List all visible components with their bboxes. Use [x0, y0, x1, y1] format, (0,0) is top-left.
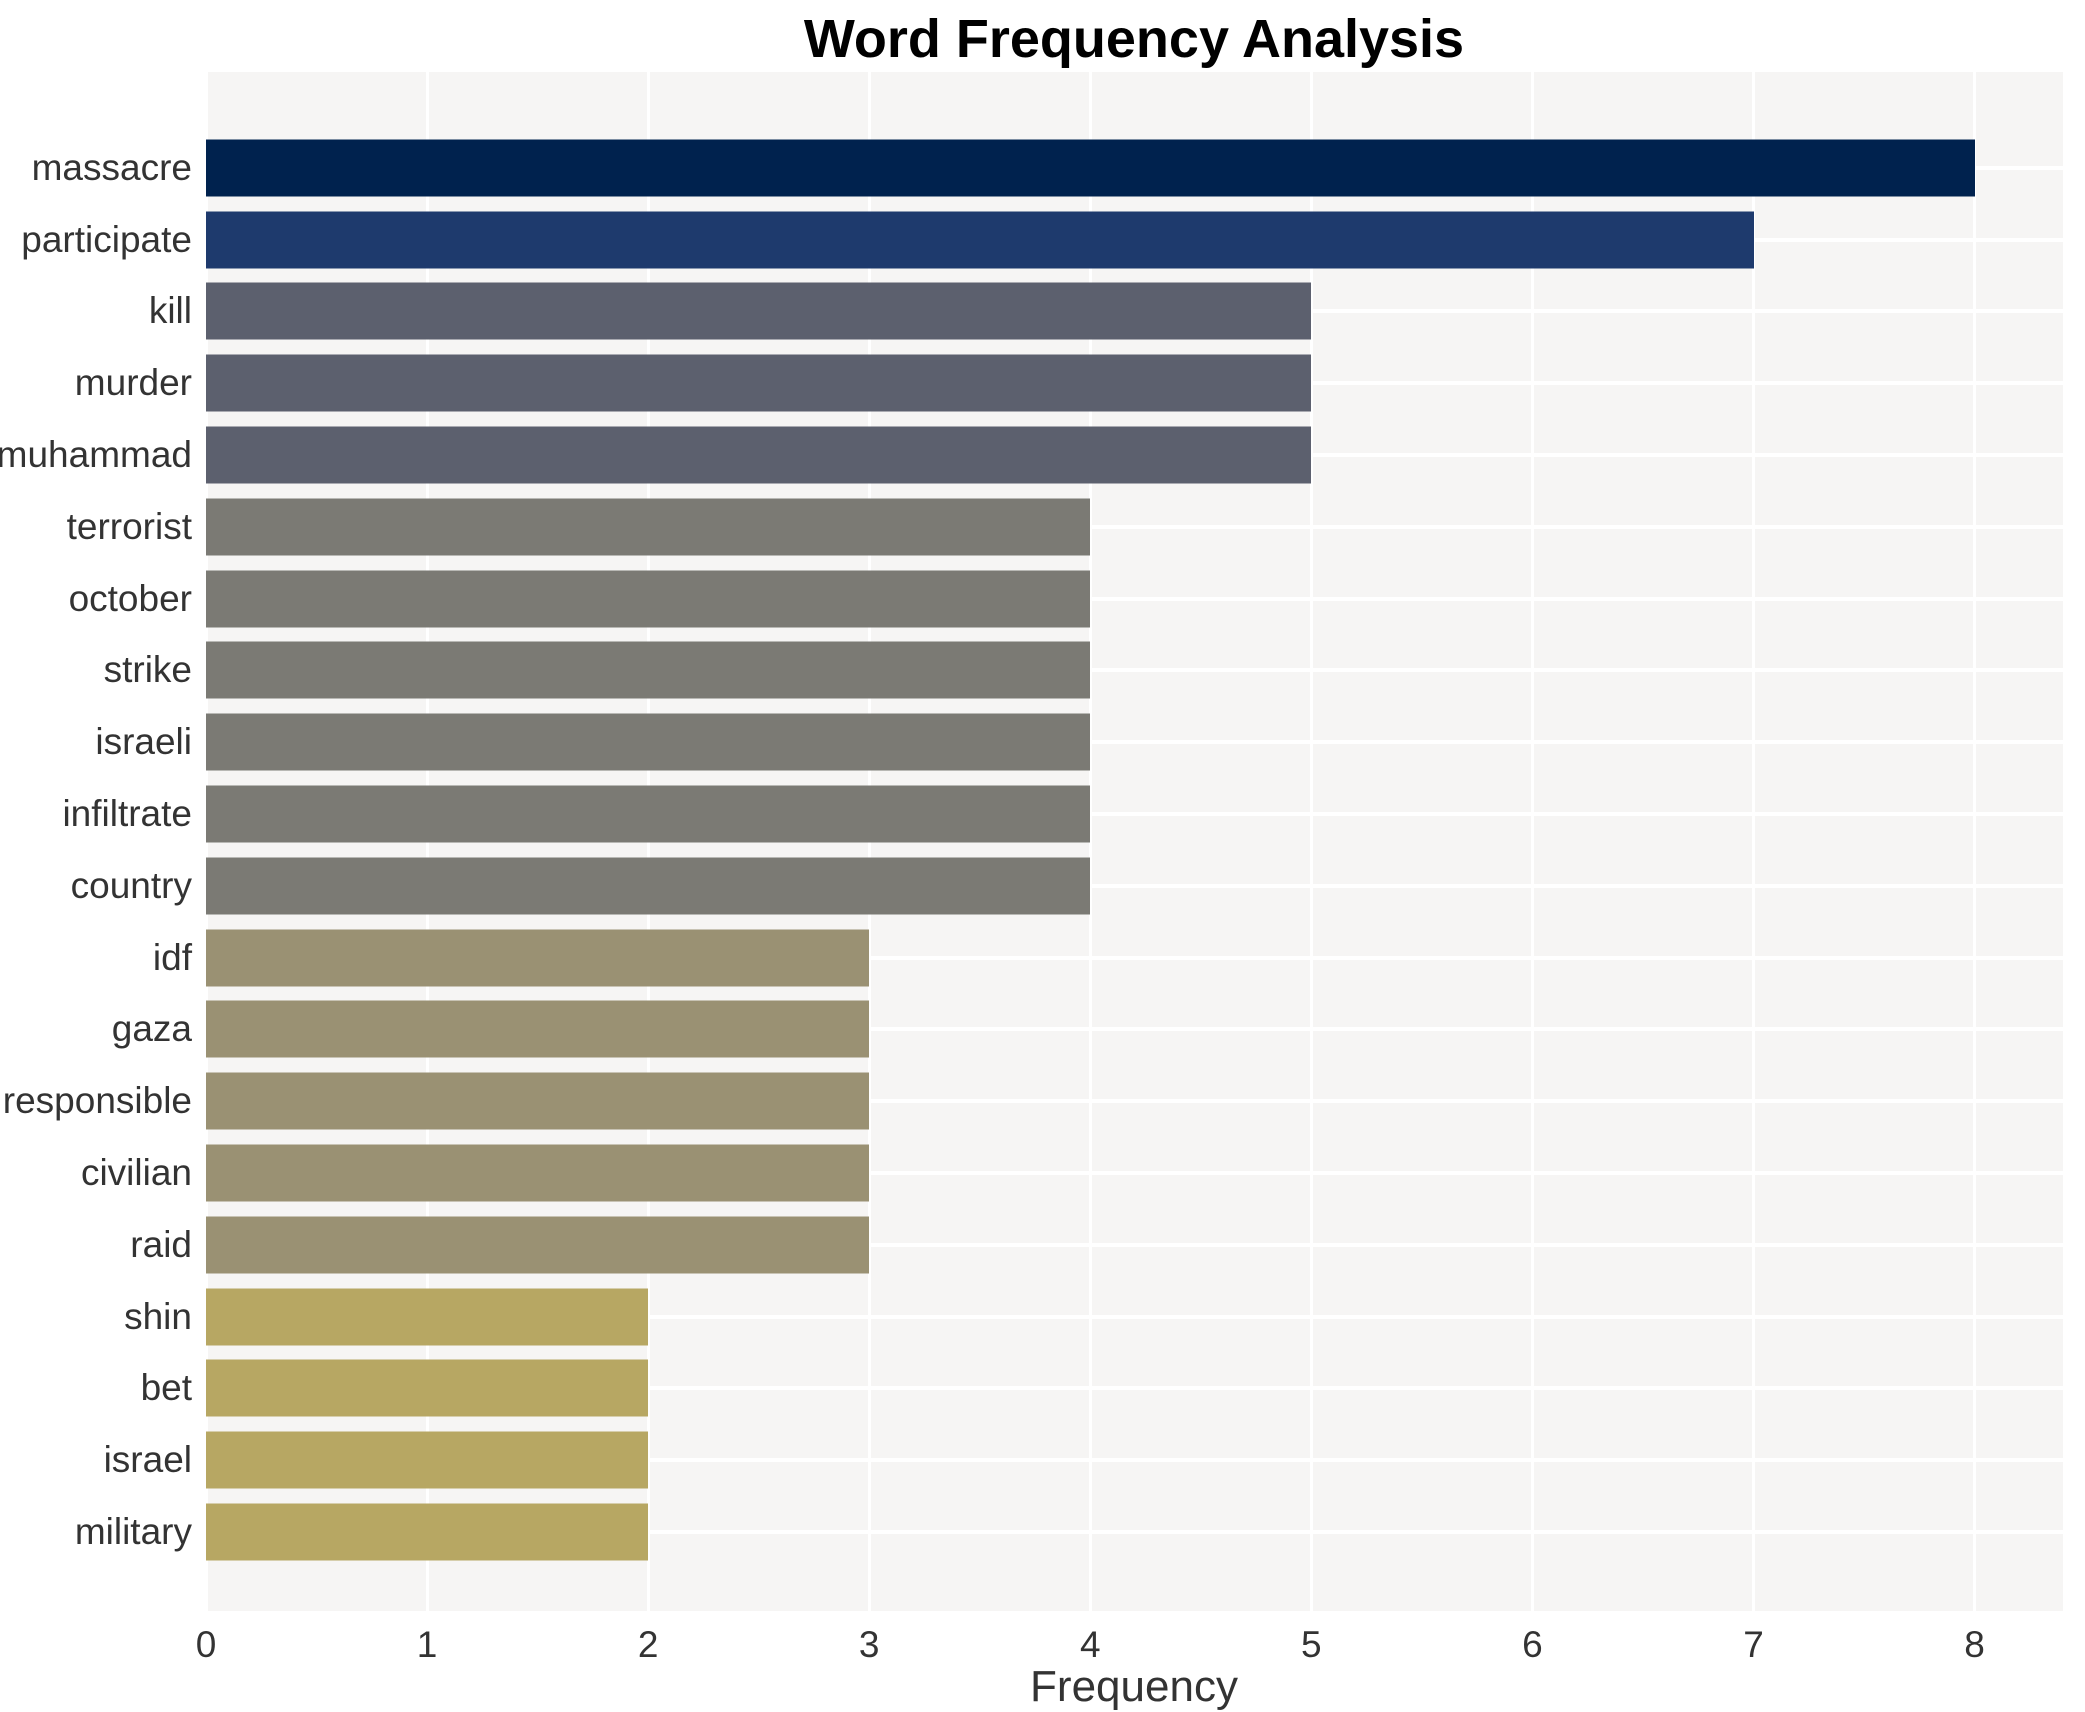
bar-israeli — [206, 713, 1091, 771]
bar-row — [206, 419, 2063, 491]
bar-murder — [206, 354, 1312, 412]
x-tick-label: 3 — [858, 1624, 880, 1665]
horizontal-gridline — [206, 883, 2063, 888]
vertical-gridline — [1309, 72, 1313, 1611]
x-tick-label: 4 — [1079, 1624, 1101, 1665]
bar-row — [206, 1281, 2063, 1353]
bar-israel — [206, 1431, 649, 1489]
y-tick-label: responsible — [2, 1080, 192, 1122]
horizontal-gridline — [206, 1386, 2063, 1391]
horizontal-gridline — [206, 1171, 2063, 1176]
bar-strike — [206, 641, 1091, 699]
horizontal-gridline — [206, 1099, 2063, 1104]
bar-row — [206, 778, 2063, 850]
y-tick-label: muhammad — [0, 434, 192, 476]
bar-massacre — [206, 139, 1975, 197]
bar-bet — [206, 1359, 649, 1417]
bar-row — [206, 1209, 2063, 1281]
bar-row — [206, 922, 2063, 994]
horizontal-gridline — [206, 1314, 2063, 1319]
x-tick-label: 7 — [1743, 1624, 1764, 1665]
y-axis-labels: massacre participate kill murder muhammad ter… — [0, 132, 192, 1568]
bar-row — [206, 635, 2063, 707]
plot-area — [204, 72, 2063, 1611]
y-tick-label: idf — [152, 936, 192, 978]
horizontal-gridline — [206, 1458, 2063, 1463]
y-tick-label: shin — [124, 1295, 192, 1337]
x-tick-label: 1 — [416, 1624, 438, 1665]
bar-shin — [206, 1288, 649, 1346]
y-tick-label: kill — [148, 290, 192, 332]
bar-row — [206, 276, 2063, 348]
y-tick-label: murder — [74, 362, 192, 404]
bar-row — [206, 204, 2063, 276]
bar-muhammad — [206, 426, 1312, 484]
vertical-gridline — [1752, 72, 1755, 1611]
vertical-gridline — [1530, 72, 1534, 1611]
horizontal-gridline — [206, 740, 2063, 745]
bar-row — [206, 563, 2063, 635]
y-tick-label: military — [74, 1511, 192, 1553]
bar-row — [206, 1424, 2063, 1496]
x-tick-label: 2 — [637, 1624, 659, 1665]
x-axis-ticks: 0 1 2 3 4 5 6 7 8 — [196, 1624, 2063, 1674]
horizontal-gridline — [206, 812, 2063, 817]
y-tick-label: terrorist — [66, 505, 192, 547]
bar-civilian — [206, 1144, 870, 1202]
x-tick-label: 8 — [1964, 1624, 1985, 1665]
y-tick-label: israeli — [95, 721, 192, 763]
horizontal-gridline — [206, 524, 2063, 529]
bar-kill — [206, 282, 1312, 340]
bar-row — [206, 347, 2063, 419]
y-tick-label: strike — [103, 649, 192, 691]
horizontal-gridline — [206, 668, 2063, 673]
bar-row — [206, 132, 2063, 204]
x-axis-title: Frequency — [1030, 1662, 1238, 1711]
x-tick-label: 0 — [195, 1624, 217, 1665]
bar-infiltrate — [206, 785, 1091, 843]
x-tick-label: 6 — [1522, 1624, 1543, 1665]
y-tick-label: country — [70, 864, 192, 906]
bar-participate — [206, 211, 1754, 269]
y-tick-label: israel — [103, 1439, 192, 1481]
y-tick-label: gaza — [111, 1008, 192, 1050]
vertical-gridline — [1088, 72, 1092, 1611]
bar-october — [206, 570, 1091, 628]
y-tick-label: october — [68, 577, 192, 619]
bar-row — [206, 1065, 2063, 1137]
bar-responsible — [206, 1072, 870, 1130]
horizontal-gridline — [206, 1027, 2063, 1032]
vertical-gridline — [1973, 72, 1977, 1611]
x-tick-label: 5 — [1301, 1624, 1322, 1665]
bar-row — [206, 994, 2063, 1066]
chart-title: Word Frequency Analysis — [803, 9, 1465, 69]
bar-row — [206, 491, 2063, 563]
bar-row — [206, 706, 2063, 778]
y-tick-label: civilian — [80, 1152, 192, 1194]
horizontal-gridline — [206, 1242, 2063, 1247]
y-tick-label: raid — [130, 1223, 192, 1265]
y-tick-label: infiltrate — [62, 793, 192, 835]
bar-terrorist — [206, 498, 1091, 556]
y-tick-label: bet — [140, 1367, 192, 1409]
bar-raid — [206, 1216, 870, 1274]
bar-row — [206, 1353, 2063, 1425]
bar-gaza — [206, 1000, 870, 1058]
y-tick-label: massacre — [31, 146, 192, 188]
horizontal-gridline — [206, 955, 2063, 960]
bar-country — [206, 857, 1091, 915]
horizontal-gridline — [206, 1530, 2063, 1535]
horizontal-gridline — [206, 596, 2063, 601]
bar-rows — [206, 132, 2063, 1568]
y-tick-label: participate — [21, 218, 192, 260]
bar-row — [206, 1496, 2063, 1568]
bar-row — [206, 1137, 2063, 1209]
bar-row — [206, 850, 2063, 922]
bar-idf — [206, 929, 870, 987]
bar-military — [206, 1503, 649, 1561]
